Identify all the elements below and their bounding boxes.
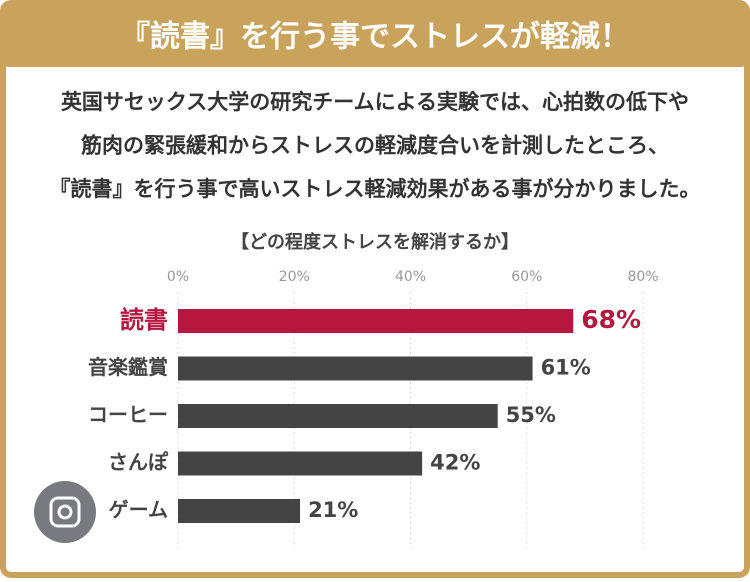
category-label: 読書 bbox=[120, 306, 168, 334]
value-label: 68% bbox=[581, 305, 641, 334]
category-label: ゲーム bbox=[109, 498, 168, 522]
description-line: 筋肉の緊張緩和からストレスの軽減度合いを計測したところ、 bbox=[80, 134, 669, 158]
lens-frame bbox=[49, 496, 81, 528]
plot: 0% 20% 40% 60% 80% 読書 68% 音楽鑑賞 61% コーヒー 55% さんぽ 42% ゲ… bbox=[88, 269, 659, 548]
bar bbox=[178, 499, 301, 523]
bar bbox=[178, 451, 423, 476]
category-label: さんぽ bbox=[108, 450, 169, 474]
x-tick-label: 40% bbox=[395, 269, 426, 285]
bar bbox=[178, 404, 498, 428]
description-line: 英国サセックス大学の研究チームによる実験では、心拍数の低下や bbox=[61, 90, 689, 114]
category-label: 音楽鑑賞 bbox=[88, 355, 168, 379]
header-title: 『読書』を行う事でストレスが軽減！ bbox=[120, 20, 630, 55]
lens-bg bbox=[34, 481, 96, 543]
lens-icon bbox=[34, 481, 96, 543]
x-tick-label: 60% bbox=[511, 269, 542, 285]
lens-eye bbox=[57, 504, 73, 520]
value-label: 55% bbox=[506, 403, 556, 427]
x-tick-label: 0% bbox=[167, 269, 189, 285]
value-label: 61% bbox=[541, 356, 591, 380]
value-label: 21% bbox=[308, 498, 358, 522]
chart-subtitle: 【どの程度ストレスを解消するか】 bbox=[231, 231, 519, 253]
bar bbox=[178, 309, 574, 333]
description: 英国サセックス大学の研究チームによる実験では、心拍数の低下や筋肉の緊張緩和からス… bbox=[50, 90, 701, 201]
x-tick-label: 80% bbox=[627, 269, 658, 285]
value-label: 42% bbox=[430, 451, 480, 475]
x-tick-label: 20% bbox=[279, 269, 310, 285]
header-band bbox=[3, 3, 747, 67]
description-line: 『読書』を行う事で高いストレス軽減効果がある事が分かりました。 bbox=[50, 177, 701, 201]
category-label: コーヒー bbox=[88, 403, 168, 427]
bar bbox=[178, 356, 533, 381]
